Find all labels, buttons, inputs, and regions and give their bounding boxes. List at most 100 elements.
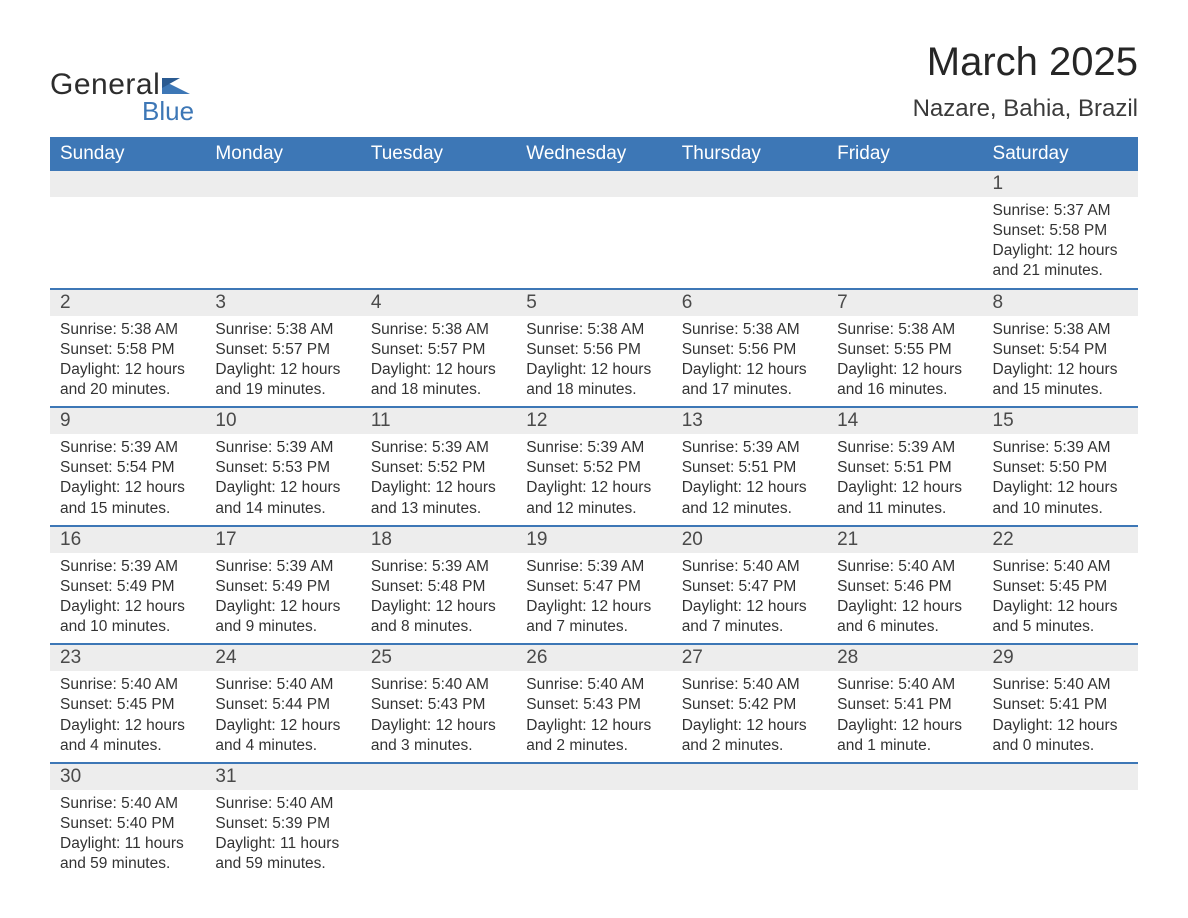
day-detail-line: Sunrise: 5:39 AM: [371, 557, 506, 577]
calendar-day-cell: [516, 171, 671, 289]
day-details: [50, 197, 205, 275]
calendar-day-cell: 4Sunrise: 5:38 AMSunset: 5:57 PMDaylight…: [361, 289, 516, 408]
day-details: [827, 790, 982, 868]
calendar-week-row: 2Sunrise: 5:38 AMSunset: 5:58 PMDaylight…: [50, 289, 1138, 408]
title-block: March 2025 Nazare, Bahia, Brazil: [913, 40, 1138, 123]
day-number: 22: [983, 527, 1138, 553]
calendar-day-cell: [516, 763, 671, 881]
day-details: Sunrise: 5:40 AMSunset: 5:47 PMDaylight:…: [672, 553, 827, 644]
day-detail-line: Sunrise: 5:38 AM: [60, 320, 195, 340]
day-detail-line: Daylight: 12 hours and 7 minutes.: [526, 597, 661, 637]
brand-logo: General Blue: [50, 40, 194, 127]
day-detail-line: Daylight: 12 hours and 10 minutes.: [60, 597, 195, 637]
day-details: Sunrise: 5:39 AMSunset: 5:50 PMDaylight:…: [983, 434, 1138, 525]
day-detail-line: Sunset: 5:45 PM: [60, 695, 195, 715]
calendar-day-cell: 22Sunrise: 5:40 AMSunset: 5:45 PMDayligh…: [983, 526, 1138, 645]
calendar-day-cell: 5Sunrise: 5:38 AMSunset: 5:56 PMDaylight…: [516, 289, 671, 408]
day-details: Sunrise: 5:38 AMSunset: 5:56 PMDaylight:…: [516, 316, 671, 407]
day-detail-line: Sunset: 5:48 PM: [371, 577, 506, 597]
day-detail-line: Sunset: 5:49 PM: [60, 577, 195, 597]
month-title: March 2025: [913, 40, 1138, 85]
day-detail-line: Sunset: 5:43 PM: [371, 695, 506, 715]
weekday-header: Sunday: [50, 137, 205, 171]
day-detail-line: Sunrise: 5:38 AM: [682, 320, 817, 340]
calendar-day-cell: 15Sunrise: 5:39 AMSunset: 5:50 PMDayligh…: [983, 407, 1138, 526]
day-detail-line: Sunset: 5:52 PM: [371, 458, 506, 478]
location-subtitle: Nazare, Bahia, Brazil: [913, 95, 1138, 123]
day-number: 5: [516, 290, 671, 316]
calendar-week-row: 23Sunrise: 5:40 AMSunset: 5:45 PMDayligh…: [50, 644, 1138, 763]
weekday-header-row: Sunday Monday Tuesday Wednesday Thursday…: [50, 137, 1138, 171]
brand-blue-text: Blue: [142, 96, 194, 127]
day-details: [516, 790, 671, 868]
day-detail-line: Daylight: 12 hours and 12 minutes.: [526, 478, 661, 518]
day-details: [983, 790, 1138, 868]
brand-flag-icon: [162, 74, 190, 94]
day-number: 9: [50, 408, 205, 434]
day-detail-line: Daylight: 12 hours and 11 minutes.: [837, 478, 972, 518]
calendar-day-cell: 10Sunrise: 5:39 AMSunset: 5:53 PMDayligh…: [205, 407, 360, 526]
day-number: 25: [361, 645, 516, 671]
day-detail-line: Daylight: 12 hours and 9 minutes.: [215, 597, 350, 637]
day-detail-line: Sunrise: 5:40 AM: [60, 794, 195, 814]
day-details: Sunrise: 5:38 AMSunset: 5:58 PMDaylight:…: [50, 316, 205, 407]
day-number: 15: [983, 408, 1138, 434]
day-details: Sunrise: 5:40 AMSunset: 5:41 PMDaylight:…: [983, 671, 1138, 762]
day-details: Sunrise: 5:40 AMSunset: 5:45 PMDaylight:…: [50, 671, 205, 762]
calendar-day-cell: 17Sunrise: 5:39 AMSunset: 5:49 PMDayligh…: [205, 526, 360, 645]
weekday-header: Friday: [827, 137, 982, 171]
calendar-day-cell: 31Sunrise: 5:40 AMSunset: 5:39 PMDayligh…: [205, 763, 360, 881]
day-number: 1: [983, 171, 1138, 197]
day-detail-line: Sunset: 5:56 PM: [526, 340, 661, 360]
calendar-week-row: 1Sunrise: 5:37 AMSunset: 5:58 PMDaylight…: [50, 171, 1138, 289]
day-detail-line: Sunrise: 5:40 AM: [993, 675, 1128, 695]
day-details: Sunrise: 5:39 AMSunset: 5:49 PMDaylight:…: [205, 553, 360, 644]
calendar-day-cell: 7Sunrise: 5:38 AMSunset: 5:55 PMDaylight…: [827, 289, 982, 408]
day-detail-line: Sunrise: 5:39 AM: [60, 438, 195, 458]
calendar-day-cell: 23Sunrise: 5:40 AMSunset: 5:45 PMDayligh…: [50, 644, 205, 763]
day-detail-line: Daylight: 12 hours and 4 minutes.: [60, 716, 195, 756]
day-detail-line: Daylight: 12 hours and 2 minutes.: [526, 716, 661, 756]
day-detail-line: Daylight: 11 hours and 59 minutes.: [60, 834, 195, 874]
calendar-week-row: 30Sunrise: 5:40 AMSunset: 5:40 PMDayligh…: [50, 763, 1138, 881]
calendar-day-cell: 1Sunrise: 5:37 AMSunset: 5:58 PMDaylight…: [983, 171, 1138, 289]
day-number: 4: [361, 290, 516, 316]
day-detail-line: Daylight: 12 hours and 17 minutes.: [682, 360, 817, 400]
day-details: Sunrise: 5:38 AMSunset: 5:56 PMDaylight:…: [672, 316, 827, 407]
calendar-day-cell: 29Sunrise: 5:40 AMSunset: 5:41 PMDayligh…: [983, 644, 1138, 763]
calendar-day-cell: [983, 763, 1138, 881]
day-number: 18: [361, 527, 516, 553]
day-number: 29: [983, 645, 1138, 671]
day-detail-line: Daylight: 12 hours and 18 minutes.: [526, 360, 661, 400]
calendar-day-cell: 13Sunrise: 5:39 AMSunset: 5:51 PMDayligh…: [672, 407, 827, 526]
day-detail-line: Sunset: 5:49 PM: [215, 577, 350, 597]
day-details: [827, 197, 982, 275]
day-number: 12: [516, 408, 671, 434]
day-detail-line: Sunset: 5:42 PM: [682, 695, 817, 715]
day-number: [50, 171, 205, 197]
day-detail-line: Sunrise: 5:38 AM: [526, 320, 661, 340]
day-details: Sunrise: 5:38 AMSunset: 5:57 PMDaylight:…: [361, 316, 516, 407]
day-number: 23: [50, 645, 205, 671]
day-details: Sunrise: 5:40 AMSunset: 5:43 PMDaylight:…: [516, 671, 671, 762]
day-number: [516, 764, 671, 790]
day-detail-line: Sunset: 5:53 PM: [215, 458, 350, 478]
day-detail-line: Sunset: 5:52 PM: [526, 458, 661, 478]
day-detail-line: Daylight: 12 hours and 12 minutes.: [682, 478, 817, 518]
day-details: Sunrise: 5:39 AMSunset: 5:51 PMDaylight:…: [672, 434, 827, 525]
day-detail-line: Sunset: 5:50 PM: [993, 458, 1128, 478]
day-detail-line: Sunset: 5:44 PM: [215, 695, 350, 715]
calendar-week-row: 9Sunrise: 5:39 AMSunset: 5:54 PMDaylight…: [50, 407, 1138, 526]
day-number: 17: [205, 527, 360, 553]
day-number: 2: [50, 290, 205, 316]
calendar-day-cell: 24Sunrise: 5:40 AMSunset: 5:44 PMDayligh…: [205, 644, 360, 763]
day-detail-line: Sunset: 5:58 PM: [60, 340, 195, 360]
weekday-header: Wednesday: [516, 137, 671, 171]
day-details: [361, 197, 516, 275]
calendar-day-cell: 16Sunrise: 5:39 AMSunset: 5:49 PMDayligh…: [50, 526, 205, 645]
calendar-day-cell: 21Sunrise: 5:40 AMSunset: 5:46 PMDayligh…: [827, 526, 982, 645]
day-detail-line: Sunrise: 5:38 AM: [215, 320, 350, 340]
day-number: 6: [672, 290, 827, 316]
calendar-day-cell: [50, 171, 205, 289]
day-detail-line: Daylight: 12 hours and 6 minutes.: [837, 597, 972, 637]
